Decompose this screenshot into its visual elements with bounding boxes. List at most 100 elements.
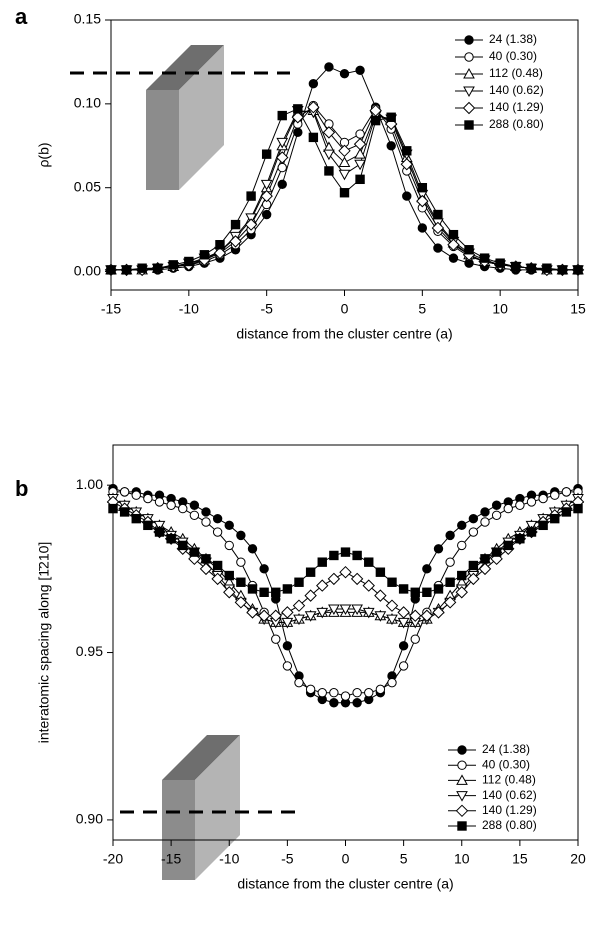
series-line	[113, 491, 578, 697]
marker	[293, 127, 303, 138]
marker	[143, 493, 153, 504]
x-axis-label: distance from the cluster centre (a)	[237, 876, 453, 892]
marker	[386, 614, 398, 626]
marker	[339, 604, 352, 616]
marker	[189, 510, 200, 520]
x-tick-label: -15	[101, 301, 121, 317]
panel-label: b	[15, 476, 28, 501]
marker	[340, 547, 351, 557]
marker	[131, 490, 141, 500]
marker	[387, 677, 397, 688]
marker	[398, 641, 409, 651]
marker	[340, 691, 351, 701]
marker	[291, 111, 305, 124]
marker	[106, 265, 116, 275]
marker	[153, 263, 163, 273]
marker	[503, 540, 513, 551]
marker	[292, 599, 306, 612]
marker	[316, 607, 329, 619]
marker	[166, 534, 176, 544]
x-tick-label: -20	[103, 851, 123, 867]
panel-label: a	[15, 4, 28, 29]
legend-label: 140 (0.62)	[482, 788, 537, 802]
legend-marker	[457, 745, 467, 755]
marker	[538, 493, 548, 504]
marker	[455, 586, 468, 599]
marker	[108, 503, 118, 514]
legend-marker	[463, 86, 475, 98]
marker	[364, 557, 374, 567]
marker	[224, 540, 234, 551]
y-tick-label: 0.10	[74, 95, 101, 111]
marker	[245, 213, 257, 224]
marker	[305, 684, 316, 695]
marker	[201, 554, 211, 564]
marker	[402, 146, 412, 156]
marker	[324, 166, 334, 176]
marker	[351, 604, 363, 616]
marker	[338, 169, 351, 181]
marker	[329, 550, 339, 561]
marker	[398, 584, 409, 594]
marker	[445, 577, 455, 587]
marker	[293, 614, 305, 626]
marker	[317, 688, 327, 698]
marker	[374, 611, 387, 622]
marker	[119, 487, 130, 497]
marker	[410, 634, 420, 644]
marker	[201, 507, 211, 517]
y-axis-label: ρ(b)	[36, 142, 52, 167]
marker	[269, 609, 282, 622]
marker	[362, 607, 375, 619]
inset-front	[146, 90, 179, 190]
marker	[526, 527, 537, 537]
marker	[538, 520, 548, 531]
marker	[464, 245, 474, 255]
x-tick-label: 15	[570, 301, 586, 317]
marker	[329, 688, 339, 698]
marker	[339, 188, 350, 198]
y-tick-label: 0.00	[74, 262, 101, 278]
marker	[375, 567, 386, 577]
marker	[230, 219, 241, 230]
marker	[420, 609, 434, 622]
marker	[168, 260, 178, 270]
inset-side	[179, 45, 224, 190]
marker	[443, 596, 457, 609]
marker	[431, 221, 445, 235]
marker	[178, 503, 188, 514]
marker	[244, 218, 258, 231]
marker	[247, 544, 258, 554]
marker	[515, 534, 525, 544]
marker	[478, 562, 492, 576]
marker	[212, 513, 223, 524]
marker	[385, 599, 399, 612]
marker	[355, 129, 365, 139]
y-tick-label: 0.95	[76, 643, 103, 659]
marker	[257, 609, 271, 622]
marker	[327, 572, 341, 586]
marker	[260, 189, 273, 203]
marker	[339, 68, 350, 79]
marker	[277, 179, 287, 190]
marker	[213, 246, 227, 260]
x-tick-label: -5	[260, 301, 273, 317]
marker	[550, 513, 560, 524]
y-tick-label: 0.90	[76, 811, 103, 827]
marker	[355, 65, 365, 76]
marker	[354, 148, 366, 159]
marker	[282, 641, 293, 651]
legend-label: 140 (1.29)	[489, 100, 544, 114]
marker	[308, 132, 319, 143]
marker	[247, 584, 258, 594]
marker	[224, 520, 234, 531]
marker	[131, 513, 141, 524]
x-tick-label: 5	[400, 851, 408, 867]
legend-label: 140 (0.62)	[489, 83, 544, 97]
marker	[542, 263, 552, 273]
marker	[154, 497, 165, 507]
marker	[246, 191, 256, 201]
marker	[166, 500, 176, 510]
marker	[480, 554, 490, 564]
